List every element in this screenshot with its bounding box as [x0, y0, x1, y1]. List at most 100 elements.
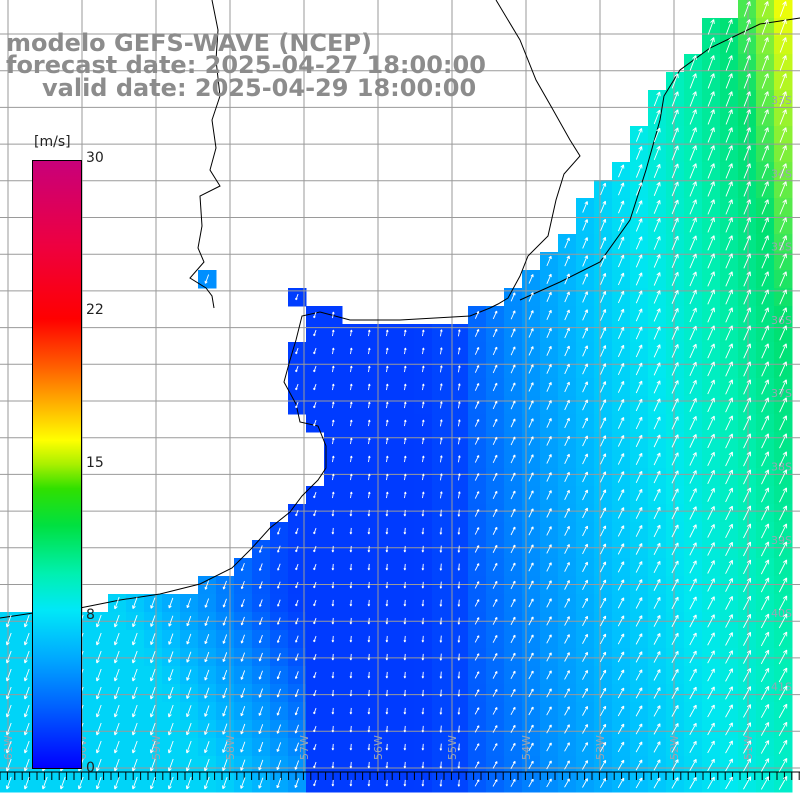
wind-arrow — [385, 491, 389, 499]
wind-arrow — [743, 613, 752, 628]
wind-arrow — [23, 704, 30, 718]
wind-arrow — [635, 362, 643, 376]
wind-arrow — [313, 635, 317, 643]
wind-arrow — [474, 419, 480, 427]
wind-arrow — [510, 616, 516, 626]
longitude-label: 54W — [520, 735, 533, 760]
wind-arrow — [725, 614, 733, 628]
wind-arrow — [689, 614, 697, 628]
wind-arrow — [222, 687, 228, 699]
wind-arrow — [707, 632, 715, 646]
wind-arrow — [492, 689, 498, 697]
wind-arrow — [617, 561, 625, 573]
wind-arrow — [474, 346, 480, 355]
wind-arrow — [600, 381, 607, 393]
wind-arrow — [277, 599, 281, 607]
wind-arrow — [510, 652, 516, 662]
wind-arrow — [618, 218, 625, 232]
wind-arrow — [528, 634, 534, 644]
wind-arrow — [403, 365, 407, 373]
wind-arrow — [546, 309, 552, 320]
wind-arrow — [277, 545, 281, 553]
wind-arrow — [474, 364, 480, 373]
wind-arrow — [617, 615, 625, 627]
wind-arrow — [186, 705, 192, 718]
wind-arrow — [474, 617, 480, 625]
wind-arrow — [671, 542, 679, 556]
wind-arrow — [510, 364, 516, 374]
wind-arrow — [617, 543, 625, 555]
wind-arrow — [421, 473, 425, 481]
wind-arrow — [564, 778, 570, 788]
wind-arrow — [725, 55, 733, 71]
wind-arrow — [385, 581, 389, 589]
wind-arrow — [385, 689, 389, 697]
wind-arrow — [582, 417, 588, 429]
wind-arrow — [492, 653, 498, 661]
wind-arrow — [582, 742, 589, 752]
wind-arrow — [760, 595, 770, 611]
wind-arrow — [761, 523, 770, 539]
wind-arrow — [743, 740, 752, 754]
wind-arrow — [510, 670, 516, 680]
wind-arrow — [671, 650, 679, 663]
wind-arrow — [743, 253, 751, 269]
wind-arrow — [743, 343, 751, 359]
wind-arrow — [725, 163, 733, 179]
wind-arrow — [725, 596, 733, 610]
wind-arrow — [743, 73, 751, 89]
wind-arrow — [778, 667, 788, 683]
wind-arrow — [222, 741, 228, 753]
wind-arrow — [474, 401, 480, 409]
wind-arrow — [240, 598, 245, 608]
wind-arrow — [5, 650, 12, 664]
wind-arrow — [600, 399, 607, 411]
wind-arrow — [635, 128, 643, 142]
wind-arrow — [41, 776, 48, 790]
wind-arrow — [635, 182, 643, 196]
wind-arrow — [564, 291, 570, 303]
wind-arrow — [779, 505, 788, 521]
wind-arrow — [653, 290, 661, 304]
wind-arrow — [671, 596, 679, 610]
wind-arrow — [349, 473, 353, 481]
wind-arrow — [403, 707, 407, 715]
wind-arrow — [761, 361, 769, 377]
wind-arrow — [743, 415, 752, 431]
wind-arrow — [725, 632, 733, 646]
wind-arrow — [403, 527, 407, 535]
wind-arrow — [635, 723, 643, 735]
wind-arrow — [761, 469, 770, 485]
wind-arrow — [653, 109, 661, 125]
wind-arrow — [367, 491, 371, 499]
wind-arrow — [689, 434, 697, 448]
wind-arrow — [492, 310, 498, 320]
wind-arrow — [276, 777, 282, 789]
wind-arrow — [689, 217, 697, 233]
wind-arrow — [528, 454, 534, 464]
wind-arrow — [635, 200, 643, 214]
wind-arrow — [761, 109, 769, 125]
wind-arrow — [564, 688, 570, 698]
wind-arrow — [492, 454, 498, 464]
wind-arrow — [707, 109, 715, 125]
wind-arrow — [725, 451, 733, 467]
wind-arrow — [349, 779, 353, 787]
wind-arrow — [653, 687, 661, 699]
wind-arrow — [778, 595, 788, 611]
wind-arrow — [474, 707, 480, 715]
wind-arrow — [277, 581, 281, 589]
wind-arrow — [474, 725, 480, 733]
wind-arrow — [439, 527, 443, 535]
wind-arrow — [707, 379, 715, 395]
wind-arrow — [457, 527, 461, 535]
wind-arrow — [528, 400, 534, 410]
wind-arrow — [295, 293, 299, 301]
wind-arrow — [367, 419, 371, 427]
wind-arrow — [689, 578, 697, 592]
wind-arrow — [259, 545, 263, 553]
wind-arrow — [204, 274, 210, 284]
wind-arrow — [492, 526, 498, 535]
wind-arrow — [439, 509, 443, 517]
wind-arrow — [778, 649, 788, 665]
